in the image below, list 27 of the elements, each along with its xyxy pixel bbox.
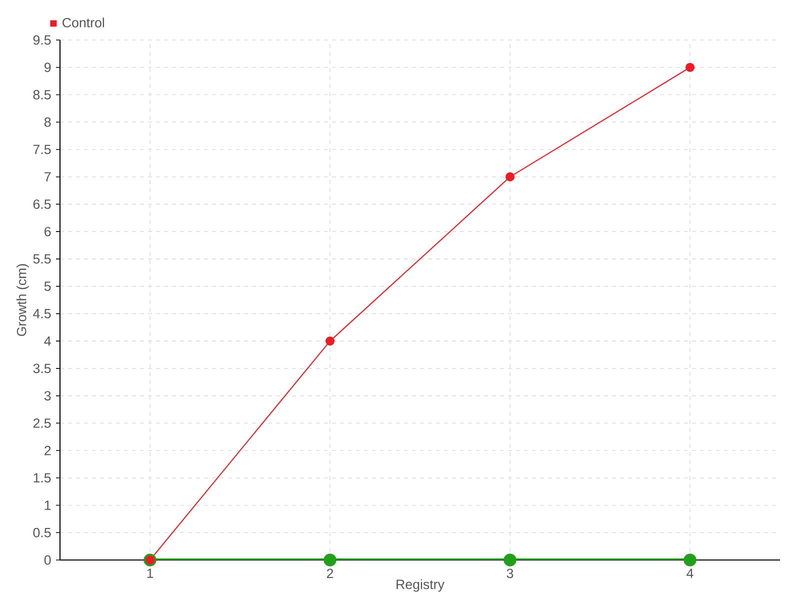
y-tick-label: 8.5 bbox=[33, 90, 51, 100]
y-tick-label: 3 bbox=[44, 391, 51, 401]
x-tick-label: 3 bbox=[506, 568, 514, 578]
y-tick-label: 1 bbox=[44, 500, 51, 510]
y-tick-label: 6 bbox=[44, 226, 51, 236]
y-tick-label: 1.5 bbox=[34, 473, 51, 483]
legend-label: Control bbox=[62, 18, 104, 28]
y-tick-label: 4 bbox=[44, 336, 51, 346]
y-tick-label: 3.5 bbox=[33, 364, 51, 374]
x-axis-title: Registry bbox=[396, 579, 444, 592]
y-tick-label: 7 bbox=[44, 172, 51, 182]
y-axis-title: Growth (cm) bbox=[16, 264, 29, 336]
x-tick-label: 2 bbox=[326, 568, 334, 578]
y-tick-label: 7.5 bbox=[33, 144, 51, 154]
y-tick-label: 5.5 bbox=[33, 254, 51, 264]
y-tick-label: 2 bbox=[44, 446, 51, 456]
y-tick-label: 9.5 bbox=[33, 35, 51, 45]
y-tick-label: 4.5 bbox=[33, 309, 51, 318]
y-tick-label: 2.5 bbox=[33, 418, 51, 428]
x-tick-label: 1 bbox=[147, 568, 154, 578]
y-tick-label: 0 bbox=[44, 555, 51, 565]
y-tick-label: 0.5 bbox=[33, 528, 51, 538]
x-tick-label: 4 bbox=[686, 568, 694, 578]
y-tick-label: 8 bbox=[44, 117, 51, 127]
y-tick-label: 5 bbox=[44, 282, 51, 291]
y-tick-label: 6.5 bbox=[33, 199, 51, 209]
y-tick-label: 9 bbox=[44, 62, 51, 72]
